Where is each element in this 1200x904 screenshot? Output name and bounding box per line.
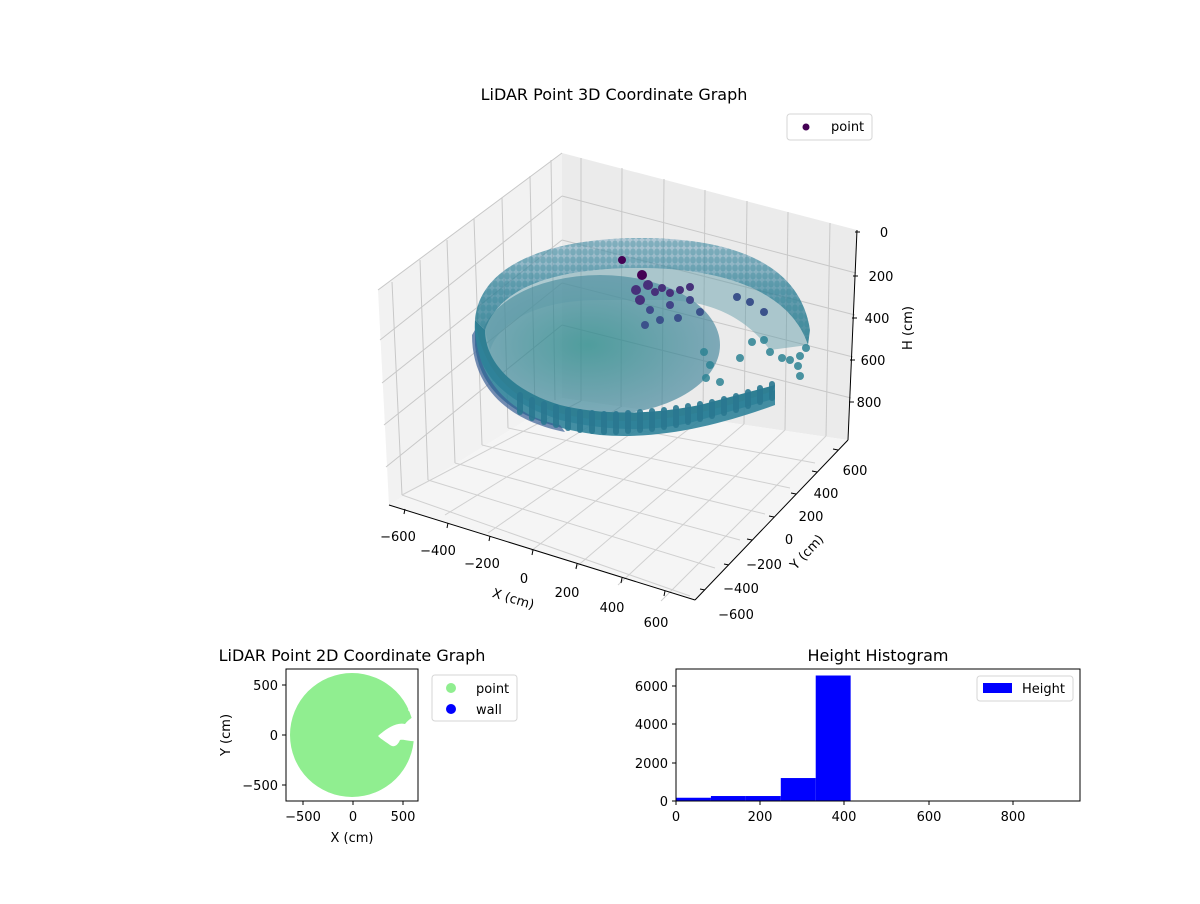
legend-marker-point — [446, 683, 456, 693]
svg-text:2000: 2000 — [635, 757, 668, 772]
svg-text:600: 600 — [644, 616, 669, 631]
histogram-bar — [815, 675, 851, 801]
svg-text:600: 600 — [917, 810, 942, 825]
svg-text:800: 800 — [857, 396, 882, 411]
svg-text:−500: −500 — [285, 810, 321, 825]
plot-3d: LiDAR Point 3D Coordinate Graph — [377, 85, 916, 631]
histogram-bar — [676, 797, 711, 801]
legend-3d: point — [786, 113, 873, 141]
svg-text:wall: wall — [476, 703, 502, 718]
svg-text:−500: −500 — [242, 779, 278, 794]
svg-text:400: 400 — [600, 601, 625, 616]
histogram-frame — [675, 668, 1081, 802]
svg-text:6000: 6000 — [635, 680, 668, 695]
svg-text:200: 200 — [799, 510, 824, 525]
x-axis-label-2d: X (cm) — [331, 831, 374, 846]
legend-marker-point — [802, 123, 810, 131]
svg-text:400: 400 — [865, 312, 890, 327]
plot-2d-title: LiDAR Point 2D Coordinate Graph — [219, 646, 486, 665]
svg-text:−600: −600 — [380, 530, 416, 545]
svg-text:Height: Height — [1022, 682, 1065, 697]
legend-label-point: point — [831, 120, 864, 135]
svg-text:0: 0 — [270, 729, 278, 744]
svg-text:600: 600 — [843, 464, 868, 479]
histogram-bar — [710, 796, 746, 801]
svg-text:0: 0 — [520, 572, 528, 587]
histogram-bars — [676, 675, 851, 801]
z-ticks-3d: 0 200 400 600 800 H (cm) — [849, 226, 916, 411]
histogram-title: Height Histogram — [808, 646, 949, 665]
plot-2d: LiDAR Point 2D Coordinate Graph −500 0 5… — [219, 646, 518, 846]
point-cloud-3d — [472, 238, 810, 436]
outlier-point — [618, 256, 626, 264]
x-axis-line — [388, 504, 696, 601]
svg-text:4000: 4000 — [635, 718, 668, 733]
y-axis-line — [694, 439, 849, 601]
histogram-bar — [745, 796, 781, 801]
plot-histogram: Height Histogram 0 200 400 600 800 0 200… — [635, 646, 1081, 825]
svg-text:−400: −400 — [420, 544, 456, 559]
svg-text:200: 200 — [869, 270, 894, 285]
svg-text:point: point — [476, 682, 509, 697]
svg-text:0: 0 — [880, 226, 888, 241]
legend-2d: point wall — [431, 674, 518, 722]
pane-left — [378, 153, 562, 505]
ticks-2d — [282, 684, 404, 805]
svg-text:0: 0 — [660, 795, 668, 810]
svg-text:400: 400 — [814, 487, 839, 502]
histogram-ticks — [672, 685, 1014, 805]
svg-text:0: 0 — [349, 810, 357, 825]
pane-floor — [389, 398, 848, 600]
svg-text:−200: −200 — [464, 557, 500, 572]
svg-text:200: 200 — [555, 586, 580, 601]
legend-swatch-height — [983, 683, 1012, 693]
x-axis-label-3d: X (cm) — [490, 586, 536, 613]
svg-text:500: 500 — [253, 679, 278, 694]
svg-text:500: 500 — [391, 810, 416, 825]
histogram-legend: Height — [976, 675, 1074, 702]
scatter-2d-points — [290, 673, 418, 797]
legend-marker-wall — [446, 704, 456, 714]
svg-text:−600: −600 — [718, 608, 754, 623]
svg-text:600: 600 — [861, 354, 886, 369]
z-axis-line — [847, 229, 858, 441]
svg-text:200: 200 — [748, 810, 773, 825]
svg-text:400: 400 — [832, 810, 857, 825]
svg-text:0: 0 — [672, 810, 680, 825]
svg-text:800: 800 — [1001, 810, 1026, 825]
svg-text:−400: −400 — [723, 582, 759, 597]
svg-text:0: 0 — [785, 533, 793, 548]
z-axis-label-3d: H (cm) — [901, 306, 916, 350]
histogram-bar — [780, 778, 816, 801]
svg-text:−200: −200 — [746, 558, 782, 573]
y-axis-label-2d: Y (cm) — [219, 714, 234, 757]
plot-3d-title: LiDAR Point 3D Coordinate Graph — [481, 85, 748, 104]
